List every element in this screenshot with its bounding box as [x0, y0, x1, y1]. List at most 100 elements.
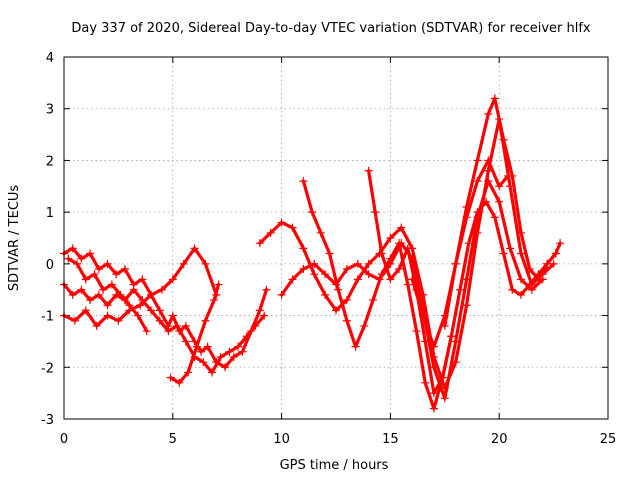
- data-point: [456, 285, 465, 294]
- data-point: [114, 316, 123, 325]
- y-tick-label: -2: [41, 361, 54, 376]
- data-point: [310, 270, 319, 279]
- data-point: [138, 275, 147, 284]
- data-point: [192, 342, 201, 351]
- data-point: [462, 301, 471, 310]
- data-point: [81, 275, 90, 284]
- x-tick-label: 10: [273, 432, 290, 447]
- x-tick-label: 20: [491, 432, 508, 447]
- data-point: [181, 337, 190, 346]
- data-point: [199, 358, 208, 367]
- data-point: [403, 244, 412, 253]
- data-point: [503, 171, 512, 180]
- x-tick-label: 15: [382, 432, 399, 447]
- data-point: [342, 265, 351, 274]
- data-point: [495, 197, 504, 206]
- data-point: [207, 368, 216, 377]
- data-point: [495, 182, 504, 191]
- data-point: [136, 301, 145, 310]
- data-point: [516, 290, 525, 299]
- x-tick-label: 25: [600, 432, 617, 447]
- data-point: [316, 228, 325, 237]
- data-point: [490, 94, 499, 103]
- data-point: [221, 363, 230, 372]
- data-point: [451, 259, 460, 268]
- data-point: [266, 228, 275, 237]
- data-point: [155, 316, 164, 325]
- x-tick-label: 5: [169, 432, 177, 447]
- data-point: [334, 285, 343, 294]
- data-point: [321, 270, 330, 279]
- data-point: [238, 347, 247, 356]
- data-point: [133, 311, 142, 320]
- data-point: [516, 275, 525, 284]
- chart-title: Day 337 of 2020, Sidereal Day-to-day VTE…: [71, 21, 591, 36]
- data-point: [277, 218, 286, 227]
- data-point: [64, 254, 73, 263]
- data-point: [210, 296, 219, 305]
- data-point: [197, 347, 206, 356]
- series-0: [60, 244, 271, 372]
- series-trail: [301, 179, 558, 411]
- data-point: [77, 254, 86, 263]
- series-trail: [66, 257, 149, 333]
- data-point: [68, 290, 77, 299]
- data-point: [516, 228, 525, 237]
- series-9: [440, 94, 565, 330]
- data-point: [473, 208, 482, 217]
- data-point: [368, 296, 377, 305]
- data-point: [157, 285, 166, 294]
- data-point: [120, 265, 129, 274]
- series-3: [64, 254, 151, 336]
- data-point: [421, 337, 430, 346]
- data-point: [451, 337, 460, 346]
- data-point: [506, 244, 515, 253]
- data-point: [288, 275, 297, 284]
- data-point: [386, 234, 395, 242]
- data-point: [277, 290, 286, 299]
- data-point: [260, 311, 269, 320]
- y-axis-label: SDTVAR / TECUs: [7, 185, 22, 292]
- data-point: [86, 249, 95, 258]
- data-point: [181, 321, 190, 330]
- data-point: [94, 265, 103, 274]
- data-point: [201, 259, 210, 268]
- data-point: [484, 177, 493, 186]
- data-point: [551, 249, 560, 258]
- data-point: [94, 290, 103, 299]
- data-point: [482, 197, 491, 206]
- data-point: [190, 244, 199, 253]
- data-point: [68, 244, 77, 253]
- data-point: [403, 280, 412, 289]
- y-tick-label: -1: [41, 310, 54, 325]
- data-point: [229, 352, 238, 361]
- data-point: [499, 249, 508, 258]
- data-point: [464, 239, 473, 248]
- data-point: [112, 270, 121, 279]
- data-point: [184, 368, 193, 377]
- data-point: [462, 275, 471, 284]
- data-point: [377, 270, 386, 279]
- data-point: [310, 259, 319, 268]
- data-point: [103, 301, 112, 310]
- data-point: [484, 109, 493, 118]
- data-point: [527, 285, 536, 294]
- data-point: [429, 363, 438, 372]
- series-10: [408, 156, 512, 351]
- data-point: [360, 321, 369, 330]
- data-point: [166, 373, 175, 382]
- y-tick-label: 1: [46, 206, 54, 221]
- data-point: [299, 177, 308, 186]
- data-point: [447, 332, 456, 341]
- data-point: [216, 352, 225, 361]
- data-point: [332, 306, 340, 315]
- series-4: [166, 280, 223, 387]
- data-point: [103, 259, 112, 268]
- data-point: [534, 275, 543, 284]
- data-point: [516, 249, 525, 258]
- data-point: [325, 249, 334, 258]
- data-point: [429, 389, 438, 398]
- data-point: [342, 316, 351, 325]
